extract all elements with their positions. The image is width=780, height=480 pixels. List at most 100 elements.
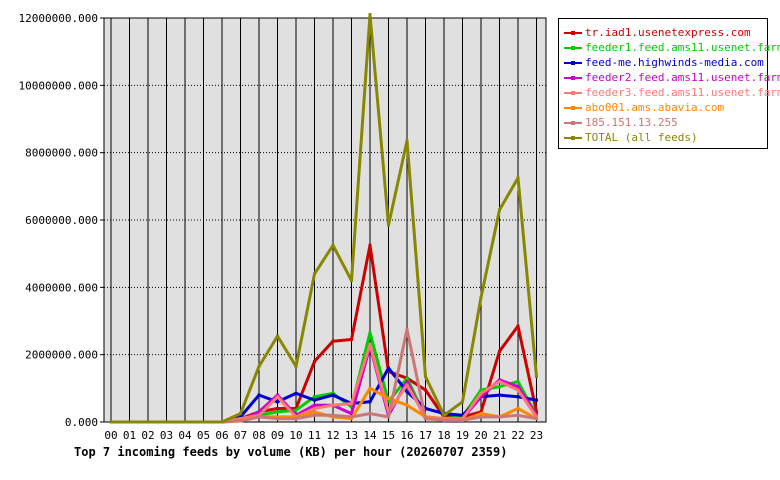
data-point — [220, 420, 224, 424]
data-point — [442, 418, 446, 422]
data-point — [368, 400, 372, 404]
legend-label: feed-me.highwinds-media.com — [585, 56, 764, 69]
data-point — [350, 412, 353, 416]
data-point — [313, 403, 316, 407]
data-point — [276, 407, 279, 411]
series-path — [111, 13, 538, 424]
data-point — [405, 380, 409, 384]
legend-label: 185.151.13.255 — [585, 116, 678, 129]
y-axis: 0.000 2000000.000 4000000.000 6000000.000 80… — [19, 12, 104, 429]
data-point — [498, 385, 501, 389]
x-tick-label: 08 — [252, 429, 265, 442]
data-point — [442, 415, 446, 419]
x-tick-label: 05 — [197, 429, 210, 442]
data-point — [387, 396, 390, 400]
chart-title: Top 7 incoming feeds by volume (KB) per … — [74, 445, 507, 459]
data-point — [387, 223, 390, 227]
y-tick-label: 6000000.000 — [25, 214, 98, 227]
legend-label: feeder3.feed.ams11.usenet.farm — [585, 86, 780, 99]
data-point — [257, 410, 261, 414]
data-point — [331, 403, 335, 407]
data-point — [535, 417, 538, 421]
data-point — [331, 413, 335, 417]
data-point — [350, 401, 353, 405]
data-point — [405, 139, 409, 143]
data-point — [405, 376, 409, 380]
x-tick-label: 14 — [363, 429, 377, 442]
x-tick-label: 09 — [271, 429, 284, 442]
data-point — [313, 398, 316, 402]
legend-item: 185.151.13.255 — [563, 115, 763, 130]
data-point — [257, 415, 261, 419]
data-point — [498, 378, 501, 382]
data-point — [276, 334, 279, 338]
legend-swatch — [563, 43, 583, 53]
data-point — [183, 420, 187, 424]
legend-item: feeder2.feed.ams11.usenet.farm — [563, 70, 780, 85]
data-point — [276, 395, 279, 399]
x-tick-label: 10 — [289, 429, 302, 442]
legend-item: feeder1.feed.ams11.usenet.farm — [563, 40, 780, 55]
y-tick-label: 0.000 — [65, 416, 98, 429]
data-point — [257, 413, 261, 417]
legend-item: feeder3.feed.ams11.usenet.farm — [563, 85, 780, 100]
data-point — [276, 400, 279, 404]
data-point — [331, 393, 335, 397]
y-tick-label: 8000000.000 — [25, 147, 98, 160]
data-point — [350, 415, 353, 419]
data-point — [368, 13, 372, 17]
data-point — [350, 338, 353, 342]
data-point — [368, 343, 372, 347]
data-point — [479, 395, 483, 399]
x-tick-label: 15 — [382, 429, 395, 442]
data-point — [276, 417, 279, 421]
x-tick-label: 23 — [530, 429, 543, 442]
data-point — [294, 415, 298, 419]
data-point — [424, 388, 427, 392]
legend-swatch — [563, 88, 583, 98]
data-point — [535, 398, 538, 402]
data-point — [350, 279, 353, 283]
data-point — [294, 417, 298, 421]
legend-swatch — [563, 118, 583, 128]
data-point — [516, 395, 520, 399]
data-point — [442, 417, 446, 421]
x-tick-label: 07 — [234, 429, 247, 442]
data-point — [405, 383, 409, 387]
data-point — [405, 403, 409, 407]
x-tick-label: 13 — [345, 429, 358, 442]
data-point — [424, 375, 427, 379]
legend-swatch — [563, 73, 583, 83]
data-point — [461, 417, 464, 421]
data-point — [239, 417, 242, 421]
data-point — [479, 410, 483, 414]
data-point — [368, 412, 372, 416]
data-point — [313, 407, 316, 411]
legend-label: feeder2.feed.ams11.usenet.farm — [585, 71, 780, 84]
y-tick-label: 2000000.000 — [25, 349, 98, 362]
data-point — [442, 413, 446, 417]
data-point — [331, 243, 335, 247]
gridlines — [104, 17, 546, 423]
data-point — [405, 390, 409, 394]
data-point — [535, 375, 538, 379]
legend-swatch — [563, 28, 583, 38]
data-point — [498, 380, 501, 384]
data-point — [479, 415, 483, 419]
data-point — [479, 388, 483, 392]
legend-label: tr.iad1.usenetexpress.com — [585, 26, 751, 39]
data-point — [331, 391, 335, 395]
data-point — [331, 415, 335, 419]
y-tick-label: 12000000.000 — [19, 12, 98, 25]
data-point — [516, 407, 520, 411]
series-lines — [109, 13, 538, 424]
data-point — [257, 393, 261, 397]
x-axis: 00 01 02 03 04 05 06 07 08 09 10 11 12 13 14 15 16 17 18 19… — [104, 429, 543, 442]
legend-swatch — [563, 103, 583, 113]
legend-label: feeder1.feed.ams11.usenet.farm — [585, 41, 780, 54]
data-point — [498, 349, 501, 353]
data-point — [128, 420, 131, 424]
data-point — [387, 366, 390, 370]
data-point — [498, 208, 501, 212]
data-point — [313, 359, 316, 363]
